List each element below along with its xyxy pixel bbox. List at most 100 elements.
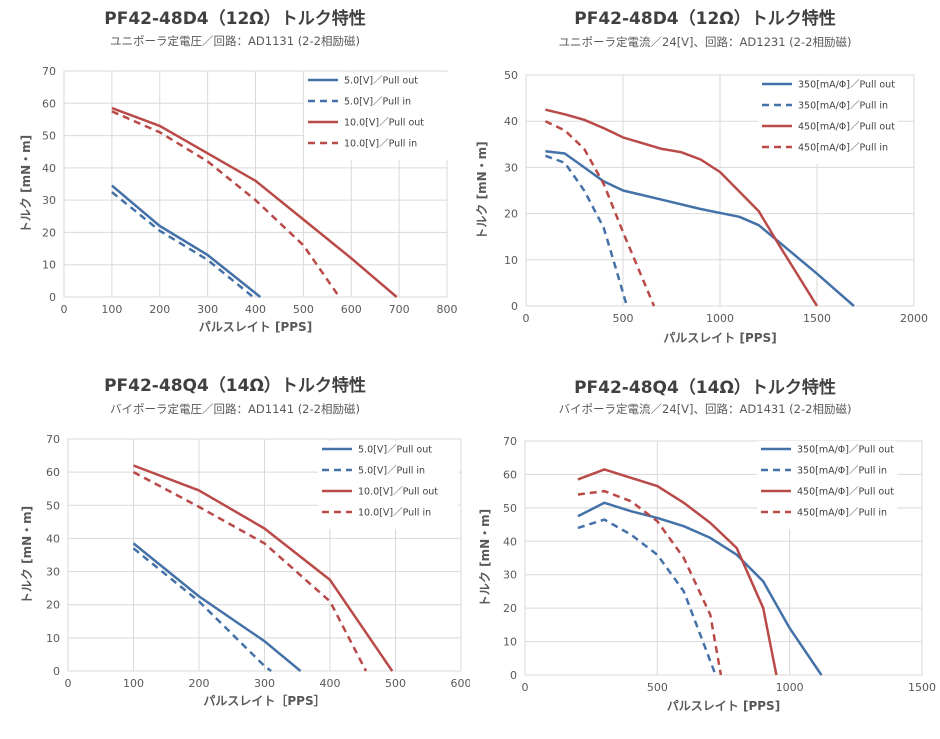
legend-background [757,441,897,529]
series-line-1 [544,154,629,307]
legend-label: 350[mA/Φ]／Pull out [797,445,894,456]
y-tick-label: 70 [42,65,56,78]
x-tick-label: 400 [320,677,341,690]
x-tick-label: 500 [385,677,406,690]
plot-area [525,74,915,307]
chart-title: PF42-48D4（12Ω）トルク特性 [104,8,366,29]
series-line-0 [545,149,855,307]
series-line-3 [132,470,368,672]
y-tick-label: 30 [503,569,517,582]
legend-label: 10.0[V]／Pull in [358,508,431,519]
y-tick-label: 50 [503,502,517,515]
y-tick-label: 0 [49,291,56,304]
legend-label: 350[mA/Φ]／Pull out [798,80,895,91]
x-tick-label: 600 [451,677,471,690]
y-tick-label: 20 [504,208,518,221]
y-tick-label: 40 [46,532,60,545]
legend-label: 350[mA/Φ]／Pull in [797,466,887,477]
x-tick-label: 0 [61,303,68,316]
y-tick-label: 70 [503,435,517,448]
x-tick-label: 1500 [908,681,936,694]
series-line-2 [133,464,394,672]
series-line-1 [577,518,717,676]
x-tick-label: 0 [522,681,529,694]
series-line-2 [545,108,819,307]
x-tick-label: 1500 [803,312,831,325]
y-tick-label: 60 [503,468,517,481]
x-tick-label: 500 [647,681,668,694]
legend-label: 450[mA/Φ]／Pull in [797,508,887,519]
x-axis-label: パルスレイト [PPS] [667,699,780,713]
legend-label: 450[mA/Φ]／Pull out [798,122,895,133]
x-tick-label: 300 [254,677,275,690]
x-tick-label: 600 [341,303,362,316]
x-tick-label: 400 [245,303,266,316]
y-tick-label: 0 [53,665,60,678]
series-line-3 [544,120,656,307]
y-tick-label: 10 [503,636,517,649]
x-tick-label: 100 [123,677,144,690]
legend-label: 5.0[V]／Pull in [358,466,425,477]
y-axis-label: トルク [mN・m] [475,141,489,239]
series-line-1 [111,191,254,298]
legend-background [304,72,454,160]
series-line-1 [132,547,272,672]
y-tick-label: 30 [504,161,518,174]
legend-label: 5.0[V]／Pull out [358,445,432,456]
y-tick-label: 40 [503,535,517,548]
plot-area [524,440,923,676]
x-tick-label: 300 [197,303,218,316]
series-line-3 [111,110,341,298]
chart-title: PF42-48Q4（14Ω）トルク特性 [574,377,836,398]
chart-title: PF42-48D4（12Ω）トルク特性 [574,8,836,29]
y-tick-label: 20 [42,226,56,239]
chart-pf42-48q4-constant-current: PF42-48Q4（14Ω）トルク特性バイポーラ定電流／24[V]、回路：AD1… [478,377,936,713]
y-tick-label: 10 [504,254,518,267]
x-tick-label: 2000 [900,312,928,325]
series-line-0 [577,501,823,676]
legend-label: 10.0[V]／Pull in [344,139,417,150]
x-axis-label: パルスレイト［PPS］ [203,693,325,708]
y-tick-label: 0 [510,669,517,682]
x-tick-label: 200 [149,303,170,316]
x-tick-label: 1000 [776,681,804,694]
legend-label: 5.0[V]／Pull out [344,76,418,87]
y-tick-label: 10 [46,632,60,645]
chart-pf42-48d4-constant-current: PF42-48D4（12Ω）トルク特性ユニポーラ定電流／24[V]、回路：AD1… [475,8,928,345]
y-tick-label: 30 [46,566,60,579]
plot-area [63,70,448,298]
legend-background [758,76,898,164]
legend-label: 450[mA/Φ]／Pull in [798,143,888,154]
legend-background [318,441,458,529]
chart-subtitle: バイポーラ定電流／24[V]、回路：AD1431 (2-2相励磁) [559,402,852,416]
y-tick-label: 40 [42,162,56,175]
chart-subtitle: ユニポーラ定電圧／回路：AD1131 (2-2相励磁) [110,34,360,48]
y-axis-label: トルク [mN・m] [478,509,492,607]
x-tick-label: 700 [389,303,410,316]
y-tick-label: 0 [511,300,518,313]
y-tick-label: 50 [46,499,60,512]
x-tick-label: 0 [65,677,72,690]
y-tick-label: 50 [504,69,518,82]
x-tick-label: 1000 [706,312,734,325]
x-tick-label: 0 [523,312,530,325]
y-tick-label: 50 [42,130,56,143]
y-tick-label: 60 [46,466,60,479]
y-tick-label: 40 [504,115,518,128]
plot-area [67,438,462,672]
y-axis-label: トルク [mN・m] [20,506,34,604]
x-axis-label: パルスレイト [PPS] [663,331,776,345]
chart-title: PF42-48Q4（14Ω）トルク特性 [104,375,366,396]
series-line-2 [111,106,398,298]
y-tick-label: 60 [42,97,56,110]
y-tick-label: 10 [42,259,56,272]
legend-label: 10.0[V]／Pull out [344,118,424,129]
x-tick-label: 500 [613,312,634,325]
x-tick-label: 800 [437,303,458,316]
x-axis-label: パルスレイト [PPS] [199,320,312,334]
x-tick-label: 100 [101,303,122,316]
series-line-2 [577,468,778,676]
series-line-0 [132,542,302,672]
